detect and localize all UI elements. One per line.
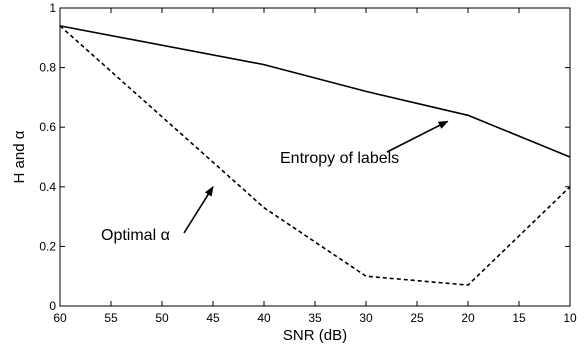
annotation-arrow: [386, 120, 449, 153]
entropy-of-labels-line: [59, 25, 571, 158]
x-tick-label: 55: [104, 311, 118, 325]
annotation-arrow: [183, 185, 214, 234]
y-tick-label: 0: [49, 299, 56, 313]
y-tick-label: 0.4: [39, 180, 56, 194]
entropy-of-labels-annotation: Entropy of labels: [280, 150, 399, 167]
x-tick-label: 45: [206, 311, 220, 325]
y-tick-label: 0.8: [39, 61, 56, 75]
x-tick-label: 30: [359, 311, 373, 325]
x-tick-label: 25: [410, 311, 424, 325]
y-tick-label: 0.2: [39, 239, 56, 253]
x-tick-label: 40: [257, 311, 271, 325]
x-axis-title: SNR (dB): [283, 327, 347, 344]
y-axis-title: H and α: [11, 130, 28, 183]
x-tick-label: 20: [461, 311, 475, 325]
optimal-alpha-line: [59, 25, 571, 286]
y-tick-label: 0.6: [39, 120, 56, 134]
y-tick-label: 1: [49, 1, 56, 15]
optimal-alpha-annotation: Optimal α: [101, 227, 170, 244]
x-tick-label: 60: [53, 311, 67, 325]
x-tick-label: 50: [155, 311, 169, 325]
x-tick-label: 15: [512, 311, 526, 325]
x-tick-label: 10: [563, 311, 577, 325]
x-tick-label: 35: [308, 311, 322, 325]
